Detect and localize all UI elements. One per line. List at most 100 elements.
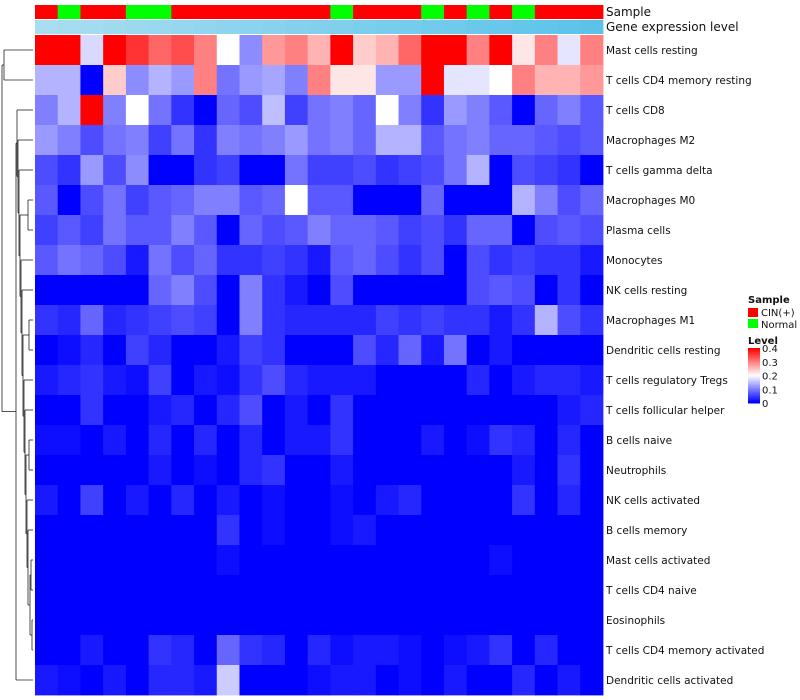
colorbar-step xyxy=(748,387,760,390)
heatmap-cell xyxy=(125,635,149,666)
sample-cell xyxy=(375,5,399,19)
heatmap-cell xyxy=(580,635,604,666)
heatmap-cell xyxy=(421,605,445,636)
heatmap-cell xyxy=(216,215,240,246)
heatmap-cell xyxy=(375,215,399,246)
heatmap-cell xyxy=(262,575,286,606)
sample-cell xyxy=(443,5,468,19)
heatmap-cell xyxy=(239,395,263,426)
heatmap-cell xyxy=(307,365,331,396)
heatmap-cell xyxy=(171,125,195,156)
row-dendrogram xyxy=(1,49,33,681)
heatmap-cell xyxy=(534,485,558,516)
heatmap-cell xyxy=(534,275,558,306)
heatmap-cell xyxy=(57,95,81,126)
heatmap-cell xyxy=(375,545,399,576)
heatmap-cell xyxy=(534,395,558,426)
heatmap-cell xyxy=(375,515,399,546)
heatmap-cell xyxy=(375,185,399,216)
expression-cell xyxy=(194,20,218,34)
heatmap-cell xyxy=(580,575,604,606)
heatmap-cell xyxy=(284,125,309,156)
heatmap-cell xyxy=(262,245,286,276)
heatmap-cell xyxy=(262,545,286,576)
heatmap-cell xyxy=(466,575,490,606)
row-label: Eosinophils xyxy=(606,615,665,627)
heatmap-cell xyxy=(171,335,195,366)
heatmap-cell xyxy=(580,545,604,576)
heatmap-cell xyxy=(57,155,81,186)
heatmap-cell xyxy=(307,515,331,546)
heatmap-cell xyxy=(239,155,263,186)
heatmap-cell xyxy=(330,275,354,306)
heatmap-cell xyxy=(489,35,513,66)
heatmap-cell xyxy=(421,185,445,216)
heatmap-cell xyxy=(330,665,354,696)
heatmap-cell xyxy=(466,245,490,276)
heatmap-cell xyxy=(148,335,172,366)
heatmap-cell xyxy=(125,575,149,606)
heatmap-cell xyxy=(239,575,263,606)
heatmap-cell xyxy=(103,425,127,456)
heatmap-cell xyxy=(443,545,468,576)
expression-cell xyxy=(557,20,581,34)
heatmap-cell xyxy=(557,395,581,426)
heatmap-cell xyxy=(421,635,445,666)
heatmap-cell xyxy=(80,35,104,66)
sample-track-label: Sample xyxy=(606,5,651,19)
colorbar-step xyxy=(748,364,760,367)
heatmap-cell xyxy=(194,305,218,336)
heatmap-cell xyxy=(171,515,195,546)
expression-cell xyxy=(534,20,558,34)
heatmap-cell xyxy=(103,605,127,636)
heatmap-cell xyxy=(125,275,149,306)
heatmap-cell xyxy=(580,485,604,516)
expression-cell xyxy=(398,20,422,34)
heatmap-cell xyxy=(534,605,558,636)
heatmap-cell xyxy=(466,35,490,66)
heatmap-cell xyxy=(557,275,581,306)
heatmap-cell xyxy=(80,275,104,306)
row-label: Monocytes xyxy=(606,255,663,267)
heatmap-cell xyxy=(534,635,558,666)
heatmap-cell xyxy=(330,575,354,606)
heatmap-cell xyxy=(194,395,218,426)
heatmap-cell xyxy=(148,275,172,306)
heatmap-cell xyxy=(330,395,354,426)
heatmap-cell xyxy=(534,575,558,606)
heatmap-cell xyxy=(262,185,286,216)
expression-cell xyxy=(307,20,331,34)
heatmap-cell xyxy=(57,665,81,696)
heatmap-cell xyxy=(171,35,195,66)
heatmap-cell xyxy=(353,395,377,426)
heatmap-cell xyxy=(194,425,218,456)
expression-cell xyxy=(512,20,536,34)
heatmap-cell xyxy=(57,455,81,486)
heatmap-cell xyxy=(557,215,581,246)
heatmap-cell xyxy=(262,335,286,366)
heatmap-cell xyxy=(216,575,240,606)
heatmap-cell xyxy=(148,125,172,156)
colorbar-step xyxy=(748,352,760,354)
heatmap-cell xyxy=(489,125,513,156)
colorbar-step xyxy=(748,356,760,359)
heatmap-cell xyxy=(512,365,536,396)
heatmap-cell xyxy=(557,305,581,336)
heatmap-cell xyxy=(353,365,377,396)
heatmap-cell xyxy=(534,185,558,216)
heatmap-cell xyxy=(239,305,263,336)
legend-level-colorbar xyxy=(748,348,760,404)
legend-normal-label: Normal xyxy=(761,320,797,331)
heatmap-cell xyxy=(534,95,558,126)
colorbar-step xyxy=(748,400,760,403)
heatmap-cell xyxy=(148,605,172,636)
heatmap-cell xyxy=(239,425,263,456)
heatmap-cell xyxy=(421,365,445,396)
colorbar-step xyxy=(748,376,760,379)
heatmap-cell xyxy=(580,65,604,96)
sample-cell xyxy=(330,5,354,19)
row-label: Macrophages M0 xyxy=(606,195,695,207)
heatmap-cell xyxy=(466,155,490,186)
expression-cell xyxy=(239,20,263,34)
heatmap-cell xyxy=(57,65,81,96)
